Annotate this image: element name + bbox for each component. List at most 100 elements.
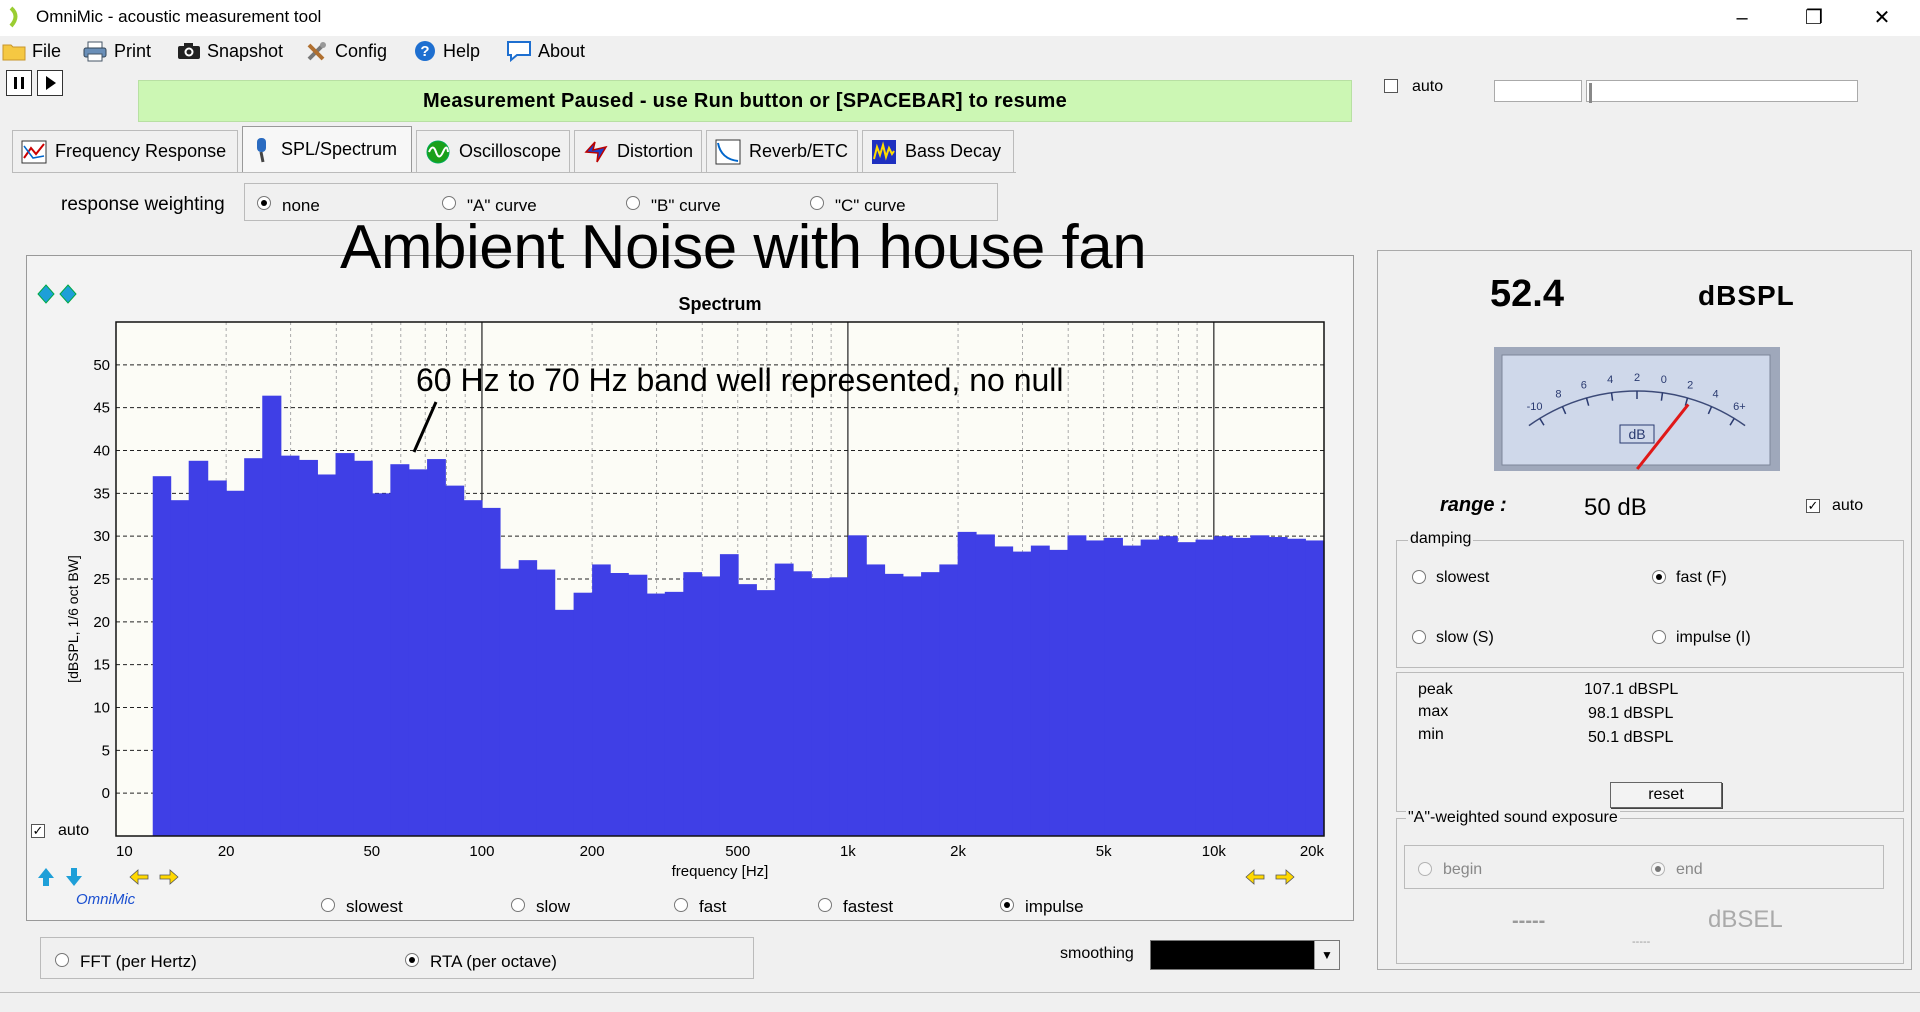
tab-label: Frequency Response (55, 141, 227, 161)
spl-unit: dBSPL (1698, 280, 1795, 311)
spectrum-bar (1067, 535, 1087, 836)
speed-slow-radio[interactable] (511, 898, 525, 912)
spectrum-bar (481, 507, 501, 836)
chart-auto-checkbox[interactable]: ✓ (31, 823, 45, 838)
spectrum-bar (756, 590, 776, 836)
speed-fast-radio[interactable] (674, 898, 688, 912)
menu-about[interactable]: About (506, 38, 585, 64)
weighting-a-radio[interactable] (442, 196, 456, 210)
microphone-icon (257, 137, 266, 162)
damping-impulse-radio[interactable] (1652, 630, 1666, 644)
tab-frequency-response[interactable]: Frequency Response (12, 130, 238, 172)
minimize-button[interactable]: – (1736, 7, 1748, 29)
menu-print[interactable]: Print (82, 38, 151, 64)
spectrum-bar (829, 577, 849, 836)
x-tick-label: 500 (725, 843, 750, 860)
tab-distortion[interactable]: Distortion (574, 130, 702, 172)
restore-button[interactable]: ❐ (1805, 7, 1823, 29)
sound-exposure-label: "A"-weighted sound exposure (1406, 809, 1620, 827)
zoom-vertical-icons[interactable] (36, 284, 80, 306)
weighting-none-radio[interactable] (257, 196, 271, 210)
folder-icon (2, 44, 26, 61)
mode-fft-radio[interactable] (55, 953, 69, 967)
spectrum-bar (554, 609, 575, 836)
close-button[interactable]: ✕ (1873, 7, 1891, 29)
tab-label: Oscilloscope (458, 141, 561, 161)
meter-scale-label: 4 (1713, 388, 1719, 400)
pause-button[interactable] (6, 70, 32, 96)
damping-slow-radio[interactable] (1412, 630, 1426, 644)
damping-fast-radio[interactable] (1652, 570, 1666, 584)
menu-file[interactable]: File (2, 38, 61, 64)
menu-snapshot[interactable]: Snapshot (177, 38, 283, 64)
spectrum-bar (975, 534, 995, 836)
tab-spl-spectrum[interactable]: SPL/Spectrum (242, 126, 412, 172)
stats-group (1396, 672, 1904, 812)
x-tick-label: 10k (1202, 843, 1227, 860)
spectrum-bar (592, 564, 611, 836)
scroll-vertical-arrows[interactable] (36, 866, 88, 888)
y-tick-label: 25 (93, 571, 110, 588)
spectrum-bar (1158, 536, 1178, 836)
meter-tick (1707, 406, 1713, 415)
sound-exposure-group (1396, 818, 1904, 964)
spectrum-bar (152, 476, 172, 836)
range-auto-checkbox[interactable]: ✓ (1806, 498, 1820, 513)
analysis-mode-group (40, 937, 754, 979)
stat-max-value: 98.1 dBSPL (1588, 705, 1674, 722)
y-tick-label: 10 (93, 700, 110, 717)
meter-face (1501, 354, 1771, 466)
reset-button[interactable]: reset (1610, 782, 1722, 808)
meter-tick (1539, 418, 1545, 426)
spectrum-bar (738, 584, 757, 836)
chevron-down-icon[interactable]: ▼ (1314, 941, 1339, 969)
camera-icon (178, 43, 200, 59)
spl-value: 52.4 (1490, 273, 1564, 315)
speed-impulse-radio[interactable] (1000, 898, 1014, 912)
run-button[interactable] (37, 70, 63, 96)
sel-end-radio[interactable] (1651, 862, 1665, 876)
weighting-b-radio[interactable] (626, 196, 640, 210)
tab-reverb-etc[interactable]: Reverb/ETC (706, 130, 858, 172)
damping-impulse-label: impulse (I) (1676, 629, 1751, 646)
speed-slowest-radio[interactable] (321, 898, 335, 912)
spectrum-bar (628, 574, 648, 836)
y-tick-label: 40 (93, 443, 110, 460)
y-tick-label: 5 (102, 742, 110, 759)
spectrum-bar (335, 453, 355, 836)
menu-print-label: Print (114, 40, 152, 61)
spectrum-bar (921, 572, 940, 836)
sel-unit: dBSEL (1708, 906, 1783, 933)
meter-scale-label: -10 (1527, 401, 1543, 413)
printer-icon (83, 41, 107, 62)
smoothing-select[interactable]: ▼ (1150, 940, 1340, 970)
tab-oscilloscope[interactable]: Oscilloscope (416, 130, 570, 172)
spectrum-bar (793, 571, 812, 836)
meter-scale-label: 2 (1634, 372, 1640, 384)
sel-begin-label: begin (1443, 861, 1483, 878)
menu-config[interactable]: Config (305, 38, 387, 64)
x-tick-label: 2k (950, 843, 966, 860)
spectrum-bar (994, 546, 1014, 836)
speed-fastest-radio[interactable] (818, 898, 832, 912)
sel-begin-radio[interactable] (1418, 862, 1432, 876)
scroll-horizontal-arrows[interactable] (1244, 867, 1296, 887)
spectrum-bar (1085, 540, 1105, 836)
top-auto-checkbox[interactable] (1384, 79, 1398, 93)
status-banner: Measurement Paused - use Run button or [… (138, 80, 1352, 122)
spectrum-bar (683, 572, 703, 836)
tab-label: Bass Decay (905, 141, 1002, 161)
level-slider-thumb[interactable] (1589, 83, 1592, 103)
tab-bass-decay[interactable]: Bass Decay (862, 130, 1014, 172)
damping-slowest-radio[interactable] (1412, 570, 1426, 584)
weighting-c-radio[interactable] (810, 196, 824, 210)
zoom-horizontal-arrows[interactable] (128, 867, 180, 887)
y-tick-label: 30 (93, 528, 110, 545)
level-field[interactable] (1494, 80, 1582, 102)
play-icon (46, 76, 56, 90)
sel-value: ----- (1512, 910, 1546, 932)
level-slider[interactable] (1586, 80, 1858, 103)
menu-help[interactable]: ? Help (413, 38, 480, 64)
spectrum-bar (298, 459, 318, 836)
mode-rta-radio[interactable] (405, 953, 419, 967)
